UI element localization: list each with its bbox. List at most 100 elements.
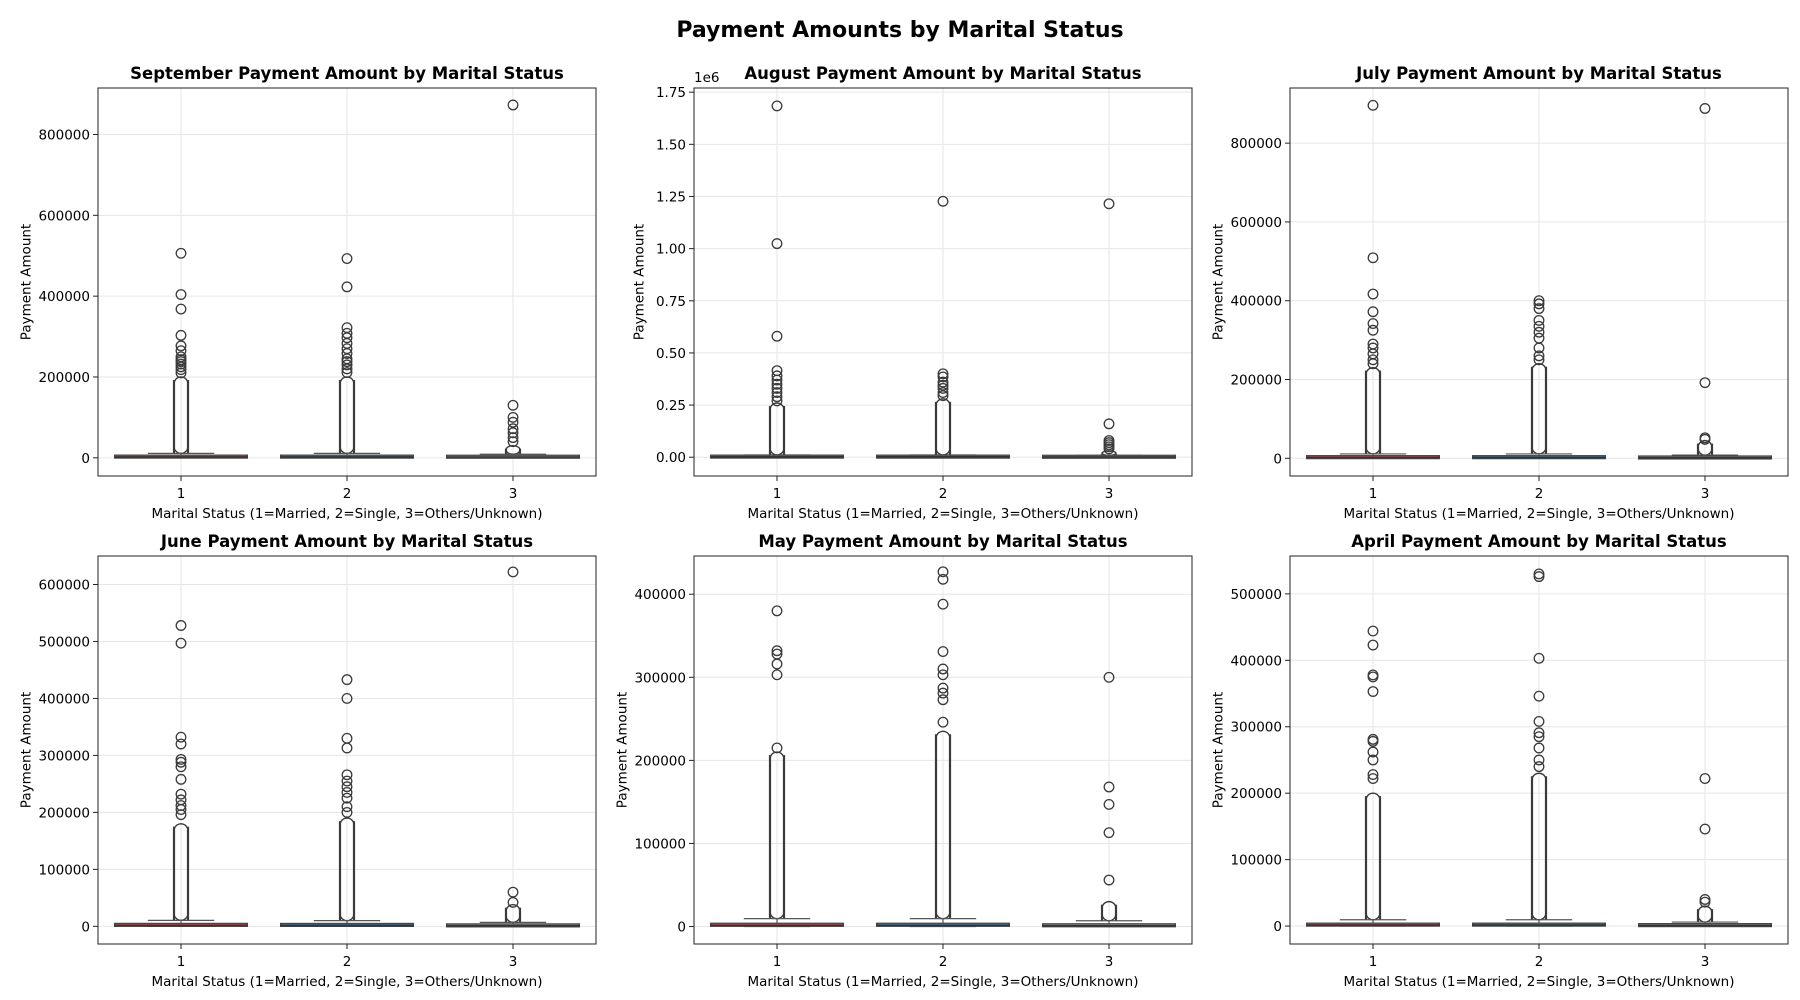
outlier-point <box>507 896 519 908</box>
outlier-point <box>507 886 519 898</box>
outlier-point <box>341 775 353 787</box>
xtick-label: 3 <box>1105 954 1114 970</box>
outlier-point <box>507 423 519 435</box>
outlier-point <box>771 742 783 754</box>
outlier-point <box>341 367 353 378</box>
ytick-label: 400000 <box>1230 653 1282 669</box>
box-group <box>875 566 1010 928</box>
x-axis-label: Marital Status (1=Married, 2=Single, 3=O… <box>747 506 1138 522</box>
outlier-point <box>937 376 949 388</box>
ytick-label: 400000 <box>634 587 686 603</box>
outlier-point <box>771 391 783 403</box>
ytick-label: 300000 <box>38 748 90 764</box>
ytick-label: 100000 <box>1230 853 1282 869</box>
outlier-point <box>175 773 187 785</box>
outlier-point <box>507 427 519 439</box>
outlier-point <box>771 238 783 250</box>
outlier-point <box>771 395 783 407</box>
outlier-point <box>937 682 949 694</box>
figure-title: Payment Amounts by Marital Status <box>676 18 1123 43</box>
ytick-label: 100000 <box>634 836 686 852</box>
outlier-point <box>1103 671 1115 683</box>
outlier-point <box>175 289 187 300</box>
panel-title: July Payment Amount by Marital Status <box>1355 64 1722 83</box>
x-axis-label: Marital Status (1=Married, 2=Single, 3=O… <box>151 506 542 522</box>
box-group <box>1041 198 1176 459</box>
outlier-point <box>507 416 519 428</box>
outlier-point <box>1367 99 1379 111</box>
chart-panel: 0 100000 200000 300000 400000 500000 1 2 3 April … <box>1210 532 1789 990</box>
outlier-point <box>175 247 187 259</box>
outlier-point <box>1533 742 1545 754</box>
outlier-point <box>1533 761 1545 773</box>
outlier-point <box>341 801 353 813</box>
outlier-point <box>1367 769 1379 781</box>
outlier-point <box>1533 298 1545 310</box>
box-group <box>1637 103 1772 460</box>
outlier-point <box>1367 671 1379 683</box>
ytick-label: 800000 <box>1230 136 1282 152</box>
outlier-point <box>1533 350 1545 362</box>
chart-panel: 0 100000 200000 300000 400000 500000 600000 1 2 3… <box>18 532 597 990</box>
ytick-label: 100000 <box>38 862 90 878</box>
outlier-point <box>341 792 353 804</box>
chart-panel: 0 200000 400000 600000 800000 1 2 3 July Payment… <box>1210 64 1789 522</box>
ytick-label: 200000 <box>1230 372 1282 388</box>
box-group <box>446 566 581 928</box>
axis-offset-label: 1e6 <box>694 70 719 86</box>
box-group <box>113 620 249 927</box>
outlier-point <box>937 716 949 728</box>
outlier-point <box>507 436 519 448</box>
ytick-label: 1.75 <box>656 85 686 101</box>
box-group <box>1637 773 1772 928</box>
outlier-point <box>1103 827 1115 839</box>
outlier-point <box>937 371 949 383</box>
ytick-label: 1.00 <box>656 242 686 258</box>
outlier-point <box>1367 639 1379 651</box>
x-axis-label: Marital Status (1=Married, 2=Single, 3=O… <box>151 974 542 990</box>
ytick-label: 0 <box>81 919 90 935</box>
panel-title: September Payment Amount by Marital Stat… <box>130 64 564 83</box>
outlier-point <box>937 663 949 675</box>
outlier-point <box>771 378 783 390</box>
chart-panel: 0 100000 200000 300000 400000 1 2 3 May Payment … <box>614 532 1193 990</box>
outlier-point <box>1533 303 1545 315</box>
xtick-label: 3 <box>1701 486 1710 502</box>
ytick-label: 500000 <box>1230 587 1282 603</box>
outlier-point <box>1367 686 1379 697</box>
outlier-point <box>341 692 353 704</box>
outlier-point <box>937 368 949 380</box>
outlier-point <box>1699 894 1711 905</box>
outlier-point <box>341 363 353 375</box>
xtick-label: 3 <box>509 954 518 970</box>
outlier-point <box>1533 731 1545 743</box>
outlier-point <box>1699 433 1711 445</box>
outlier-point <box>175 731 187 743</box>
xtick-label: 2 <box>939 486 948 502</box>
outlier-point <box>1367 288 1379 300</box>
ytick-label: 600000 <box>38 577 90 593</box>
ytick-label: 0.75 <box>656 294 686 310</box>
box-group <box>280 674 415 928</box>
chart-panel: 0 200000 400000 600000 800000 1 2 3 September Pa… <box>18 64 597 522</box>
outlier-point <box>341 359 353 371</box>
outlier-point <box>1367 358 1379 370</box>
xtick-label: 2 <box>939 954 948 970</box>
outlier-point <box>507 566 519 578</box>
outlier-point <box>175 804 187 815</box>
outlier-point <box>1533 320 1545 332</box>
outlier-point <box>175 809 187 821</box>
outlier-point <box>341 281 353 293</box>
outlier-point <box>341 356 353 368</box>
outlier-point <box>175 738 187 750</box>
ytick-label: 0 <box>1273 919 1282 935</box>
outlier-point <box>507 99 519 111</box>
panel-title: June Payment Amount by Marital Status <box>160 532 533 551</box>
ytick-label: 400000 <box>38 691 90 707</box>
outlier-point <box>771 605 783 617</box>
outlier-point <box>937 646 949 657</box>
outlier-point <box>175 361 187 373</box>
outlier-point <box>1533 342 1545 354</box>
outlier-point <box>937 382 949 394</box>
outlier-point <box>1699 896 1711 908</box>
